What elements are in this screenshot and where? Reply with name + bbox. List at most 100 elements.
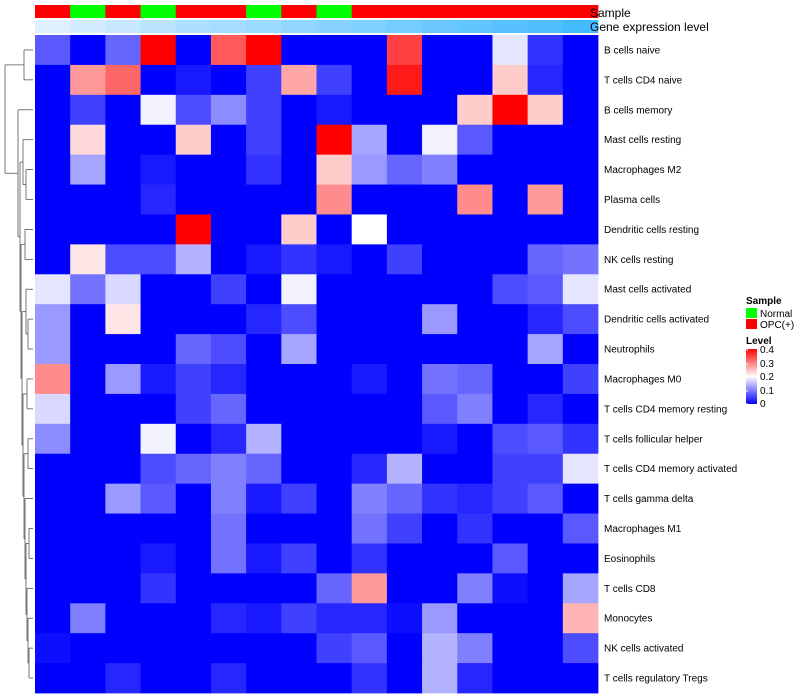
- heatmap-cell: [386, 513, 423, 544]
- heatmap-cell: [175, 364, 212, 395]
- heatmap-cell: [35, 483, 71, 514]
- column-annotation-bars: [35, 5, 599, 33]
- heatmap-cell: [70, 483, 106, 514]
- heatmap-cell: [35, 423, 71, 455]
- heatmap-cell: [422, 214, 458, 245]
- heatmap-cell: [210, 513, 247, 544]
- heatmap-cell: [527, 663, 564, 694]
- heatmap-cell: [175, 304, 212, 335]
- heatmap-cell: [246, 274, 282, 305]
- heatmap-cell: [175, 513, 212, 544]
- heatmap-cell: [562, 573, 599, 604]
- heatmap-cell: [527, 573, 564, 604]
- heatmap-cell: [175, 124, 212, 156]
- heatmap-cell: [281, 633, 317, 664]
- heatmap-cell: [175, 274, 212, 305]
- heatmap-cell: [281, 573, 317, 604]
- heatmap-cell: [175, 663, 212, 694]
- heatmap-cell: [70, 244, 106, 275]
- heatmap-cell: [386, 423, 423, 455]
- heatmap-cell: [105, 304, 141, 335]
- heatmap-cell: [105, 663, 141, 694]
- heatmap-cell: [527, 244, 564, 275]
- sample-annotation-cell: [527, 5, 564, 18]
- heatmap-cell: [351, 154, 388, 185]
- heatmap-cell: [105, 94, 141, 126]
- heatmap-cell: [140, 124, 177, 156]
- heatmap-cell: [175, 154, 212, 185]
- legend-label-opc: OPC(+): [760, 320, 794, 331]
- heatmap-cell: [351, 543, 388, 574]
- heatmap-cell: [422, 513, 458, 544]
- heatmap-cell: [562, 35, 599, 66]
- heatmap-cell: [105, 184, 141, 215]
- heatmap-cell: [175, 453, 212, 485]
- heatmap-cell: [35, 35, 71, 66]
- heatmap-cell: [140, 393, 177, 425]
- heatmap-cell: [70, 633, 106, 664]
- heatmap-cell: [422, 334, 458, 365]
- heatmap-cell: [105, 35, 141, 66]
- heatmap-cell: [351, 603, 388, 634]
- heatmap-cell: [527, 35, 564, 66]
- heatmap-cell: [281, 603, 317, 634]
- heatmap-cell: [281, 274, 317, 305]
- heatmap-cell: [70, 334, 106, 365]
- heatmap-cell: [316, 423, 353, 455]
- heatmap-cell: [35, 663, 71, 694]
- heatmap-cell: [351, 35, 388, 66]
- row-label: NK cells resting: [604, 255, 673, 266]
- heatmap-cell: [351, 244, 388, 275]
- heatmap-cell: [316, 453, 353, 485]
- heatmap-cell: [140, 513, 177, 544]
- heatmap-cell: [35, 513, 71, 544]
- heatmap-cell: [492, 64, 529, 96]
- heatmap-cell: [316, 214, 353, 245]
- heatmap-cell: [527, 334, 564, 365]
- row-label: B cells naive: [604, 45, 661, 56]
- heatmap-cell: [316, 573, 353, 604]
- heatmap-cell: [281, 94, 317, 126]
- legend-swatch-opc: [746, 319, 757, 329]
- heatmap-cell: [562, 64, 599, 96]
- heatmap-cell: [281, 124, 317, 156]
- heatmap-cell: [246, 393, 282, 425]
- heatmap-cell: [281, 543, 317, 574]
- legend-level-title: Level: [746, 336, 772, 347]
- heatmap-cell: [316, 35, 353, 66]
- heatmap-cell: [422, 603, 458, 634]
- heatmap-cell: [140, 423, 177, 455]
- heatmap-cell: [246, 543, 282, 574]
- heatmap-cell: [246, 603, 282, 634]
- heatmap-cell: [35, 633, 71, 664]
- heatmap-cell: [70, 423, 106, 455]
- heatmap-cell: [175, 543, 212, 574]
- heatmap-cell: [35, 393, 71, 425]
- row-label: Mast cells activated: [604, 285, 691, 296]
- heatmap-cell: [105, 513, 141, 544]
- heatmap-cell: [386, 663, 423, 694]
- heatmap-cell: [492, 393, 529, 425]
- heatmap-cell: [281, 214, 317, 245]
- heatmap-cell: [527, 633, 564, 664]
- expression-annotation-cell: [246, 20, 282, 33]
- heatmap-cell: [351, 453, 388, 485]
- expression-annotation-cell: [562, 20, 599, 33]
- heatmap-cell: [422, 393, 458, 425]
- heatmap-cell: [386, 603, 423, 634]
- heatmap-cell: [351, 94, 388, 126]
- heatmap-cell: [562, 603, 599, 634]
- heatmap-cell: [351, 184, 388, 215]
- heatmap-cell: [35, 124, 71, 156]
- heatmap-cell: [70, 124, 106, 156]
- heatmap-cell: [422, 663, 458, 694]
- heatmap-cell: [527, 274, 564, 305]
- heatmap-cell: [246, 244, 282, 275]
- heatmap-cell: [316, 64, 353, 96]
- heatmap-cell: [562, 513, 599, 544]
- heatmap-cell: [175, 573, 212, 604]
- heatmap-cell: [527, 543, 564, 574]
- heatmap-cell: [210, 334, 247, 365]
- heatmap-cell: [210, 124, 247, 156]
- heatmap-cell: [70, 94, 106, 126]
